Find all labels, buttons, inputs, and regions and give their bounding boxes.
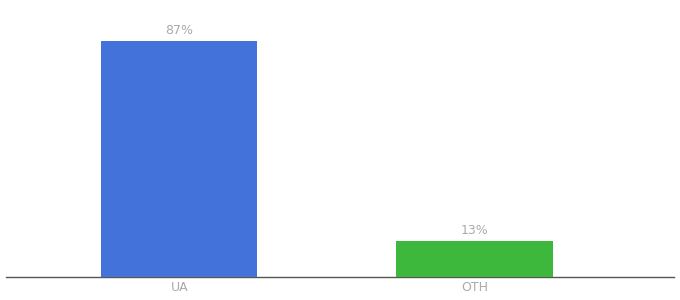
Bar [101,41,258,277]
Text: 87%: 87% [165,24,193,37]
Text: 13%: 13% [461,224,488,237]
Bar [396,241,553,277]
